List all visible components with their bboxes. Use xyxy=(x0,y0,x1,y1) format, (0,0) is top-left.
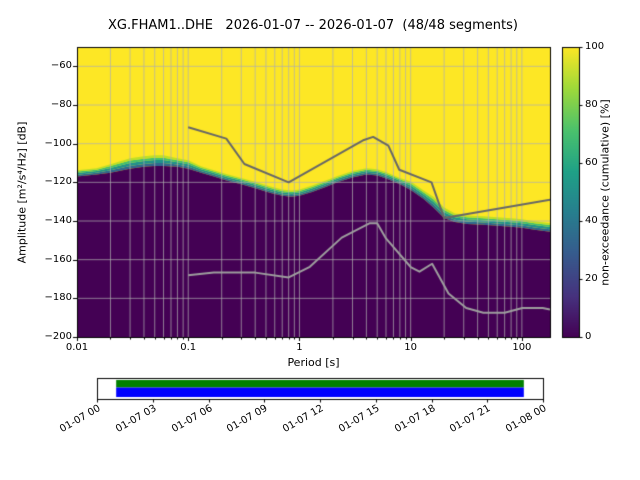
y-tick-label: −200 xyxy=(44,331,72,342)
colorbar-tick-label: 40 xyxy=(585,215,598,226)
colorbar-label: non-exceedance (cumulative) [%] xyxy=(598,99,612,286)
colorbar-tick-label: 60 xyxy=(585,157,598,168)
y-tick-label: −160 xyxy=(44,253,72,265)
y-tick-label: −100 xyxy=(44,137,72,149)
x-axis-label: Period [s] xyxy=(287,356,340,369)
y-tick-label: −60 xyxy=(50,60,72,72)
colorbar-tick-label: 80 xyxy=(585,99,598,110)
x-tick-label: 0.01 xyxy=(65,342,89,353)
y-axis-label: Amplitude [m²/s⁴/Hz] [dB] xyxy=(15,121,29,264)
y-tick-label: −140 xyxy=(44,215,72,226)
x-tick-label: 10 xyxy=(404,342,418,353)
colorbar-tick-label: 100 xyxy=(585,41,605,52)
y-tick-label: −180 xyxy=(44,292,72,304)
y-tick-label: −120 xyxy=(44,176,72,188)
y-tick-label: −80 xyxy=(50,99,72,110)
colorbar-tick-label: 0 xyxy=(585,331,592,342)
x-tick-label: 1 xyxy=(296,342,303,353)
plot-title: XG.FHAM1..DHE 2026-01-07 -- 2026-01-07 (… xyxy=(108,18,518,33)
colorbar-tick-label: 20 xyxy=(585,273,598,284)
x-tick-label: 100 xyxy=(512,342,532,353)
x-tick-label: 0.1 xyxy=(180,342,197,353)
